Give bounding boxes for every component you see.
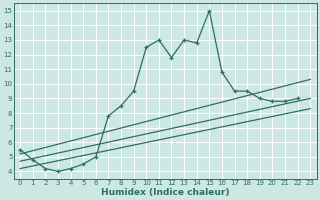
X-axis label: Humidex (Indice chaleur): Humidex (Indice chaleur) <box>101 188 229 197</box>
